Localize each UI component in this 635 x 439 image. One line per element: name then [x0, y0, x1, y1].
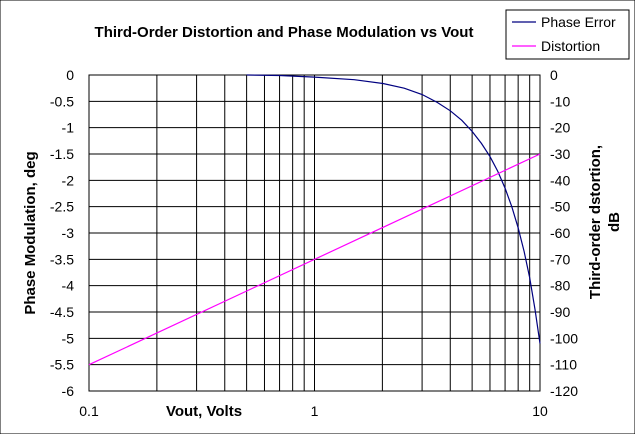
y-tick-label: -0.5 [50, 93, 74, 109]
y2-tick-label: -20 [550, 120, 570, 136]
y2-tick-label: -60 [550, 225, 570, 241]
series-group [88, 74, 541, 366]
legend-box [505, 9, 630, 60]
y-tick-label: -2.5 [50, 199, 74, 215]
y2-tick-label: -100 [550, 330, 578, 346]
legend: Phase Error Distortion [505, 9, 630, 60]
y-axis-title: Phase Modulation, deg [22, 151, 39, 314]
y2-axis-title-line2: dB [606, 212, 623, 232]
y-tick-label: -4.5 [50, 304, 74, 320]
y-tick-label: -2 [62, 172, 75, 188]
y2-axis-title-line1: Third-order dstortion, [587, 145, 604, 299]
legend-label-phase-error: Phase Error [541, 14, 616, 30]
y2-tick-label: -70 [550, 251, 570, 267]
y-tick-label: -1.5 [50, 146, 74, 162]
y2-tick-label: -120 [550, 383, 578, 399]
y-tick-label: -6 [62, 383, 75, 399]
series-line-phase-error [246, 74, 541, 344]
grid [88, 74, 540, 392]
series-line-distortion [88, 153, 541, 366]
y-tick-label: -4 [62, 278, 75, 294]
y2-tick-label: -40 [550, 172, 570, 188]
tick-labels: 0-0.5-1-1.5-2-2.5-3-3.5-4-4.5-5-5.5-60-1… [50, 67, 578, 419]
y2-tick-label: -10 [550, 93, 570, 109]
y-tick-label: -3.5 [50, 251, 74, 267]
y2-tick-label: -110 [550, 357, 577, 373]
x-tick-label: 0.1 [79, 403, 99, 419]
y-tick-label: -5 [62, 330, 75, 346]
y-tick-label: -3 [62, 225, 75, 241]
x-axis-title: Vout, Volts [166, 403, 242, 420]
y2-tick-label: -80 [550, 278, 570, 294]
chart-title: Third-Order Distortion and Phase Modulat… [95, 24, 474, 41]
legend-label-distortion: Distortion [541, 38, 600, 54]
x-tick-label: 10 [532, 403, 548, 419]
y2-tick-label: -50 [550, 199, 570, 215]
y-tick-label: -1 [62, 120, 75, 136]
plot-area-border [88, 74, 541, 392]
y2-tick-label: 0 [550, 67, 558, 83]
y-tick-label: -5.5 [50, 357, 74, 373]
x-tick-label: 1 [311, 403, 319, 419]
y-tick-label: 0 [66, 67, 74, 83]
y2-tick-label: -90 [550, 304, 570, 320]
y2-tick-label: -30 [550, 146, 570, 162]
